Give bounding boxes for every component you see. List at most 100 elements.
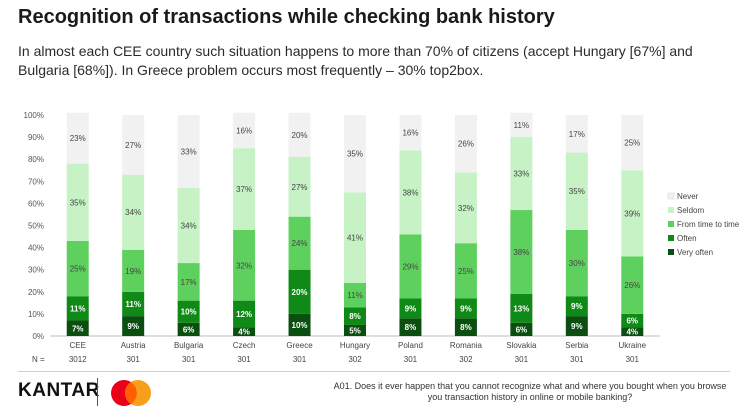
data-label: 35% — [569, 187, 585, 196]
data-label: 6% — [183, 325, 195, 334]
n-value: 3012 — [69, 355, 87, 364]
bar-segment — [233, 112, 256, 149]
y-tick-label: 90% — [28, 133, 44, 142]
data-label: 20% — [292, 131, 308, 140]
stacked-bar-chart: 0% 10% 20% 30% 40% 50% 60% 70% 80% 90% 100% 7% 11% 25… — [24, 111, 740, 364]
x-tick-label: Slovakia — [506, 341, 537, 350]
footer-divider — [18, 371, 730, 372]
data-label: 34% — [125, 208, 141, 217]
data-label: 26% — [624, 281, 640, 290]
data-label: 39% — [624, 209, 640, 218]
bar-segment — [233, 300, 256, 328]
y-tick-label: 60% — [28, 199, 44, 208]
data-label: 12% — [236, 310, 252, 319]
y-tick-label: 30% — [28, 266, 44, 275]
data-label: 8% — [460, 323, 472, 332]
bar-segment — [510, 294, 533, 323]
data-label: 13% — [513, 304, 529, 313]
bar-segment — [399, 234, 422, 299]
bar-segment — [621, 256, 644, 314]
data-label: 9% — [460, 304, 472, 313]
n-value: 301 — [127, 355, 141, 364]
data-label: 25% — [70, 265, 86, 274]
bar-segment — [399, 318, 422, 336]
y-tick-label: 100% — [24, 111, 44, 120]
n-value: 301 — [570, 355, 584, 364]
n-value: 301 — [293, 355, 307, 364]
data-label: 38% — [402, 188, 418, 197]
bar-segment — [344, 192, 366, 283]
x-tick-label: Austria — [121, 341, 146, 350]
data-label: 5% — [349, 326, 361, 335]
bar-segment — [510, 137, 533, 211]
x-tick-label: CEE — [70, 341, 86, 350]
y-tick-label: 20% — [28, 288, 44, 297]
data-label: 7% — [72, 324, 84, 333]
legend-entry: From time to time — [677, 220, 740, 229]
data-label: 9% — [571, 302, 583, 311]
bar-segment — [399, 298, 422, 319]
data-label: 10% — [181, 308, 197, 317]
bar-segment — [177, 300, 200, 323]
data-label: 24% — [292, 239, 308, 248]
bar-segment — [122, 249, 145, 292]
bar-segment — [177, 322, 200, 336]
data-label: 35% — [347, 150, 363, 159]
bar-segment — [510, 210, 533, 295]
data-label: 16% — [402, 129, 418, 138]
x-tick-label: Greece — [286, 341, 313, 350]
bar-segment — [66, 240, 89, 297]
bar-segment — [510, 322, 533, 336]
data-label: 8% — [405, 323, 417, 332]
data-label: 9% — [127, 322, 139, 331]
data-label: 27% — [125, 141, 141, 150]
n-value: 301 — [404, 355, 418, 364]
bar-segment — [288, 112, 311, 157]
bar-segment — [66, 296, 89, 321]
data-label: 26% — [458, 140, 474, 149]
data-label: 19% — [125, 267, 141, 276]
bar-segment — [233, 327, 256, 336]
bar-segment — [122, 174, 145, 250]
legend-swatch — [668, 249, 674, 255]
bar-segment — [288, 156, 311, 217]
y-tick-label: 80% — [28, 155, 44, 164]
x-tick-label: Romania — [450, 341, 483, 350]
n-value: 301 — [626, 355, 640, 364]
n-value: 301 — [515, 355, 529, 364]
logo-separator — [97, 378, 98, 406]
legend-swatch — [668, 207, 674, 213]
bar-segment — [66, 112, 89, 164]
n-value: 301 — [182, 355, 196, 364]
bar-segment — [621, 115, 644, 171]
bar-segment — [621, 327, 644, 336]
n-value: 302 — [348, 355, 362, 364]
legend-swatch — [668, 221, 674, 227]
bar-segment — [122, 291, 145, 317]
data-label: 29% — [402, 262, 418, 271]
bar-segment — [66, 163, 89, 241]
data-label: 35% — [70, 198, 86, 207]
bar-segment — [621, 313, 644, 328]
data-label: 11% — [125, 300, 141, 309]
x-tick-label: Serbia — [565, 341, 589, 350]
data-label: 41% — [347, 234, 363, 243]
y-tick-label: 10% — [28, 310, 44, 319]
bar-segment — [344, 324, 366, 336]
page-subtitle: In almost each CEE country such situatio… — [18, 43, 693, 78]
legend-swatch — [668, 235, 674, 241]
bar-segment — [177, 115, 200, 188]
data-label: 32% — [458, 204, 474, 213]
x-tick-label: Ukraine — [618, 341, 646, 350]
y-tick-label: 0% — [32, 332, 44, 341]
data-label: 27% — [292, 183, 308, 192]
bar-segment — [621, 170, 644, 257]
bar-segment — [288, 313, 311, 336]
data-label: 20% — [292, 288, 308, 297]
question-footnote: A01. Does it ever happen that you cannot… — [333, 381, 727, 402]
x-tick-label: Poland — [398, 341, 423, 350]
legend-entry: Seldom — [677, 206, 704, 215]
bar-segment — [344, 307, 366, 325]
bar-segment — [344, 115, 366, 193]
n-label: N = — [32, 355, 45, 364]
